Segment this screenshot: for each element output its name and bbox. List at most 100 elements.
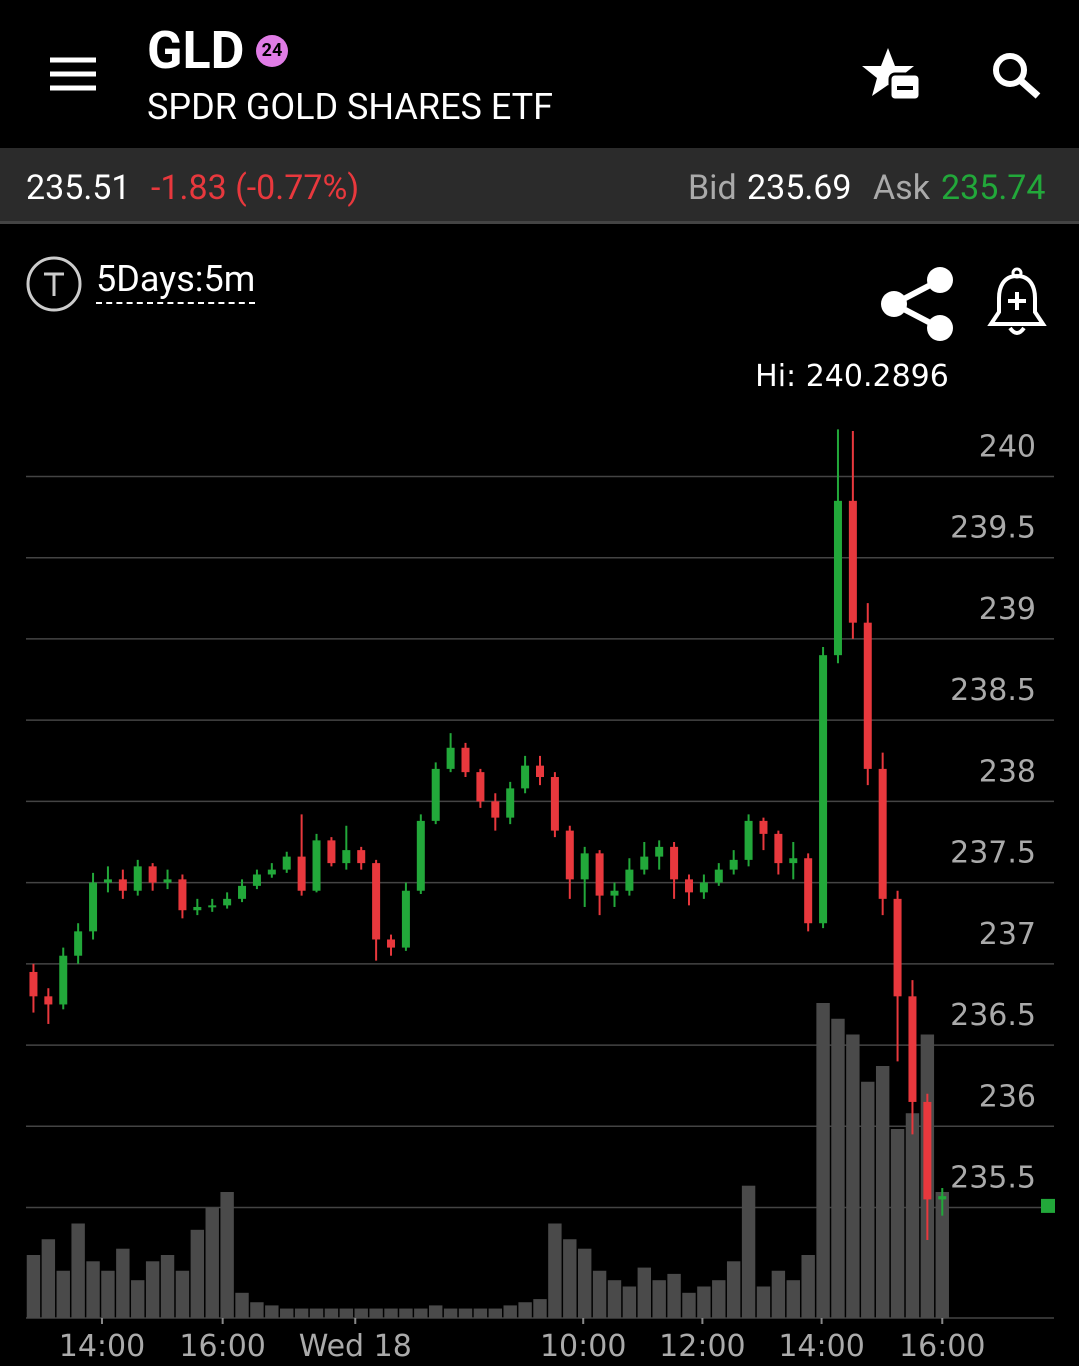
y-tick-label: 238.5 bbox=[950, 673, 1036, 708]
volume-bar bbox=[294, 1308, 309, 1318]
candle-body bbox=[431, 768, 440, 821]
volume-bar bbox=[86, 1261, 100, 1318]
candle-body bbox=[804, 858, 813, 924]
volume-bar bbox=[280, 1308, 294, 1318]
volume-bar bbox=[682, 1292, 696, 1318]
candle-body bbox=[640, 856, 649, 870]
candle-body bbox=[610, 890, 619, 896]
candle-body bbox=[178, 879, 187, 911]
volume-bar bbox=[399, 1308, 413, 1318]
volume-bar bbox=[443, 1308, 458, 1318]
candle-body bbox=[401, 890, 410, 948]
volume-bar bbox=[26, 1255, 41, 1318]
y-tick-label: 240 bbox=[979, 429, 1036, 464]
candle-body bbox=[446, 747, 455, 769]
volume-bar bbox=[592, 1270, 607, 1318]
y-tick-label: 237.5 bbox=[950, 836, 1036, 871]
candle-body bbox=[29, 971, 38, 997]
y-tick-label: 236 bbox=[979, 1079, 1036, 1114]
share-button[interactable] bbox=[878, 266, 958, 342]
candle-body bbox=[297, 856, 306, 891]
volume-bar bbox=[369, 1308, 383, 1318]
candle-body bbox=[74, 931, 83, 956]
candle-body bbox=[372, 863, 381, 940]
y-tick-label: 238 bbox=[979, 754, 1036, 789]
volume-bar bbox=[786, 1280, 800, 1318]
volume-bar bbox=[41, 1239, 56, 1318]
volume-bar bbox=[533, 1299, 547, 1318]
volume-bar bbox=[712, 1280, 726, 1318]
volume-bar bbox=[905, 1113, 920, 1318]
y-tick-label: 239.5 bbox=[950, 511, 1036, 546]
bid-label: Bid bbox=[688, 168, 737, 208]
x-tick-label: 12:00 bbox=[659, 1329, 745, 1364]
candle-body bbox=[312, 840, 321, 891]
volume-bar bbox=[205, 1207, 219, 1318]
candle-body bbox=[893, 898, 902, 997]
volume-bar bbox=[518, 1302, 532, 1318]
candle-body bbox=[103, 879, 112, 883]
volume-bar bbox=[220, 1192, 234, 1318]
price-change: -1.83 (-0.77%) bbox=[151, 168, 360, 208]
volume-bar bbox=[384, 1308, 398, 1318]
volume-bar bbox=[175, 1270, 190, 1318]
volume-bar bbox=[846, 1034, 860, 1318]
volume-bar bbox=[890, 1129, 905, 1318]
x-tick-label: 14:00 bbox=[59, 1329, 145, 1364]
candle-body bbox=[267, 869, 276, 875]
candle-body bbox=[357, 850, 366, 864]
candle-body bbox=[118, 879, 127, 891]
volume-bar bbox=[250, 1302, 264, 1318]
candle-body bbox=[521, 765, 530, 789]
volume-bar bbox=[816, 1003, 830, 1318]
ask: 235.74 bbox=[941, 168, 1046, 208]
candle-body bbox=[833, 500, 842, 656]
candle-body bbox=[208, 905, 217, 908]
volume-bar bbox=[831, 1018, 845, 1318]
volume-bar bbox=[354, 1308, 368, 1318]
volume-bar bbox=[667, 1273, 681, 1318]
timeframe[interactable]: 5Days:5m bbox=[96, 258, 256, 304]
timeframe-icon[interactable] bbox=[24, 254, 84, 314]
candle-body bbox=[908, 996, 917, 1102]
volume-bar bbox=[503, 1305, 517, 1318]
menu-button[interactable] bbox=[48, 56, 100, 92]
candle-body bbox=[44, 996, 53, 1005]
search-button[interactable] bbox=[990, 50, 1044, 100]
ask-label: Ask bbox=[873, 168, 930, 208]
candle-body bbox=[789, 858, 798, 864]
volume-bar bbox=[235, 1292, 249, 1318]
volume-bar bbox=[607, 1280, 622, 1318]
candle-body bbox=[89, 882, 98, 932]
candle-body bbox=[863, 622, 872, 769]
volume-bar bbox=[652, 1280, 666, 1318]
candle-body bbox=[595, 853, 604, 896]
badge: 24 bbox=[256, 35, 288, 67]
candle-body bbox=[223, 898, 232, 906]
candle-body bbox=[148, 866, 157, 883]
volume-bar bbox=[875, 1066, 890, 1318]
volume-bar bbox=[801, 1255, 815, 1318]
candle-body bbox=[163, 879, 172, 883]
volume-bar bbox=[756, 1286, 771, 1318]
volume-bar bbox=[116, 1248, 130, 1318]
x-tick-label: 16:00 bbox=[899, 1329, 985, 1364]
volume-bar bbox=[563, 1239, 577, 1318]
candle-body bbox=[416, 820, 425, 891]
candle-body bbox=[878, 768, 887, 899]
candle-body bbox=[729, 859, 738, 870]
y-tick-label: 235.5 bbox=[950, 1161, 1036, 1196]
candle-body bbox=[550, 777, 559, 831]
volume-bar bbox=[697, 1286, 711, 1318]
volume-bar bbox=[935, 1192, 949, 1318]
volume-bar bbox=[131, 1280, 145, 1318]
last-price-marker bbox=[1041, 1198, 1055, 1213]
volume-bar bbox=[637, 1267, 651, 1318]
candle-body bbox=[699, 882, 708, 893]
y-tick-label: 239 bbox=[979, 592, 1036, 627]
bid: 235.69 bbox=[747, 168, 852, 208]
alert-button[interactable] bbox=[985, 266, 1049, 338]
watchlist-button[interactable] bbox=[860, 44, 922, 102]
